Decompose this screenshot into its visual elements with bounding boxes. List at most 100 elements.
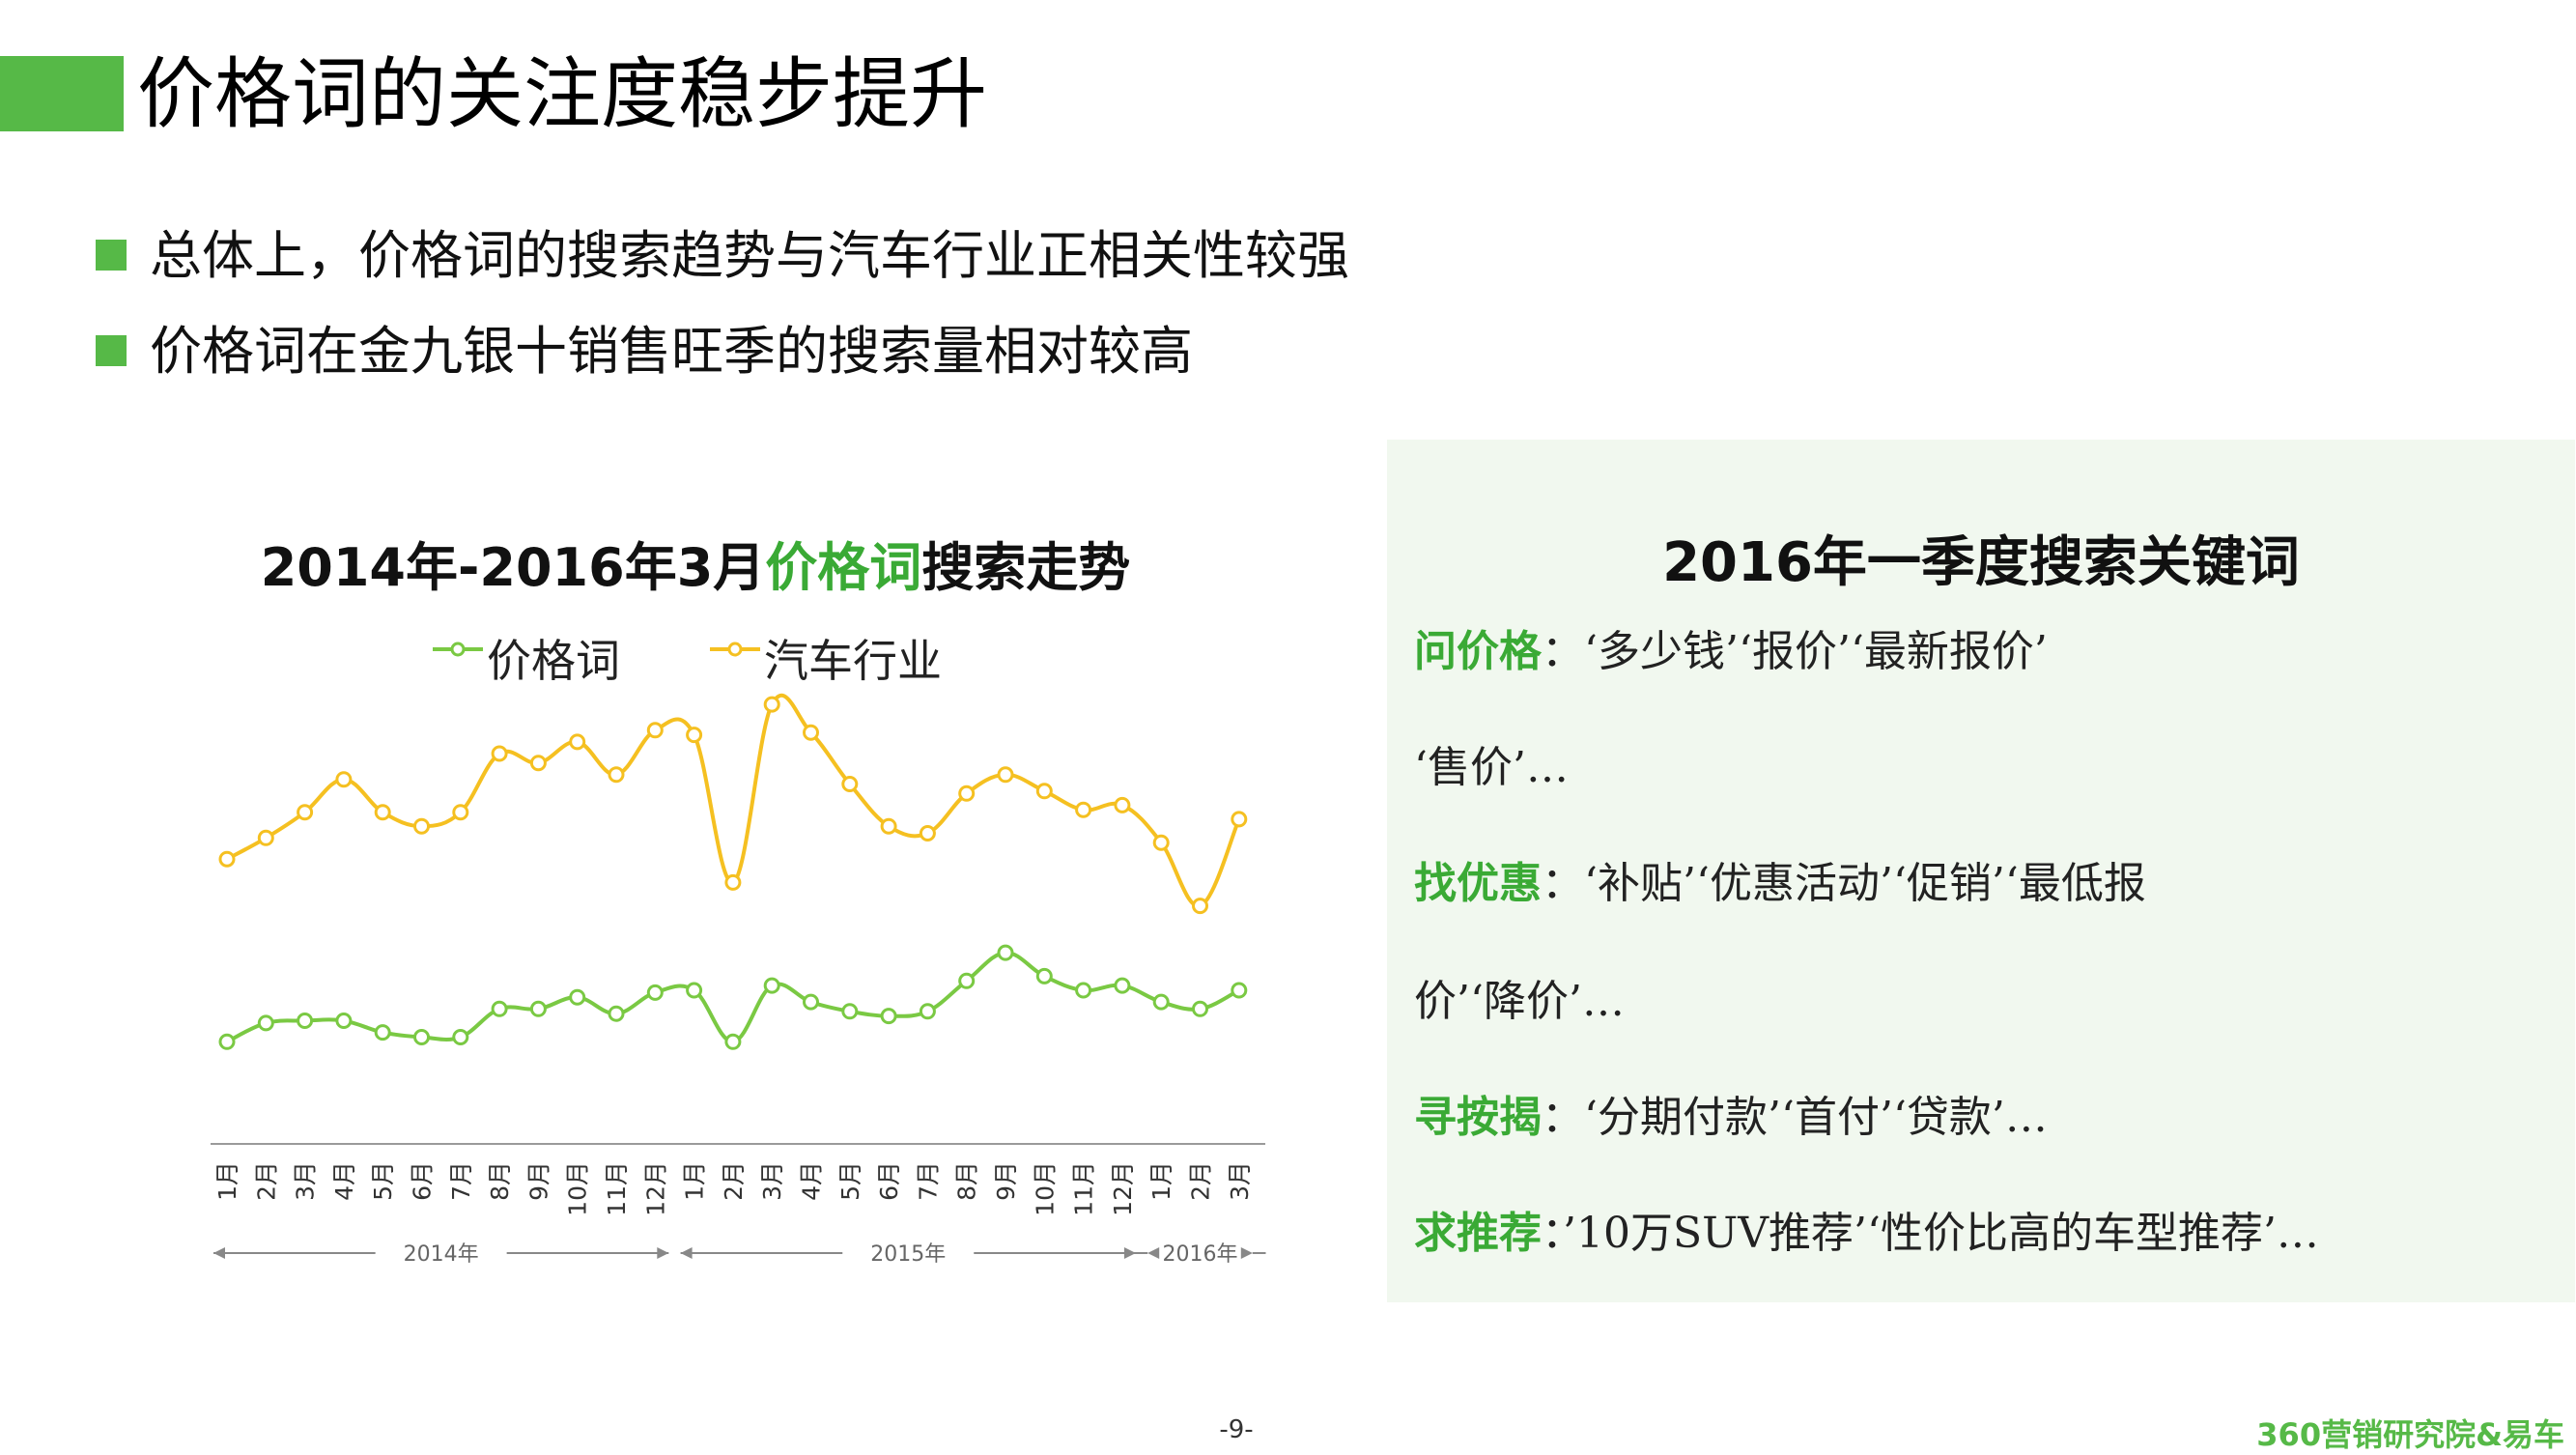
year-arrow-left-2 xyxy=(1147,1247,1160,1259)
data-point-1-16 xyxy=(841,776,859,792)
data-point-1-1 xyxy=(257,829,274,846)
data-point-0-20 xyxy=(997,944,1014,961)
data-point-0-0 xyxy=(218,1033,236,1050)
data-point-1-4 xyxy=(374,804,391,821)
page-number: -9- xyxy=(1219,1415,1254,1444)
x-tick-label-12: 1月 xyxy=(681,1161,709,1201)
x-tick-label-2: 3月 xyxy=(292,1161,320,1201)
keyword-text: ：‘补贴’‘优惠活动’‘促销’‘最低报 xyxy=(1542,859,2146,908)
x-tick-label-4: 5月 xyxy=(369,1161,397,1201)
x-tick-label-1: 2月 xyxy=(252,1161,280,1201)
data-point-0-1 xyxy=(257,1014,274,1032)
data-point-1-20 xyxy=(997,766,1014,784)
x-tick-label-24: 1月 xyxy=(1147,1161,1175,1201)
data-point-1-26 xyxy=(1231,811,1248,828)
keywords-title: 2016年一季度搜索关键词 xyxy=(1662,531,2300,594)
chart-title-highlight: 价格词 xyxy=(765,537,922,598)
data-point-1-10 xyxy=(608,766,625,784)
year-arrow-right-1 xyxy=(1123,1247,1136,1259)
year-label-2: 2016年 xyxy=(1163,1242,1238,1267)
data-point-1-14 xyxy=(763,696,780,713)
data-point-0-17 xyxy=(880,1008,897,1025)
bullet-marker xyxy=(96,240,127,271)
data-point-0-4 xyxy=(374,1024,391,1041)
brand-footer: 360营销研究院&易车 xyxy=(2256,1416,2564,1453)
data-point-1-0 xyxy=(218,850,236,868)
year-arrow-right-2 xyxy=(1240,1247,1253,1259)
data-point-0-9 xyxy=(569,988,586,1006)
data-point-1-12 xyxy=(686,727,703,744)
bullet-marker xyxy=(96,335,127,366)
data-point-0-16 xyxy=(841,1003,859,1020)
data-point-0-12 xyxy=(686,982,703,999)
x-tick-label-25: 2月 xyxy=(1187,1161,1215,1201)
keyword-line-5: 寻按揭：‘分期付款’‘首付’‘贷款’… xyxy=(1414,1089,2048,1147)
keyword-line-1: 问价格：‘多少钱’‘报价’‘最新报价’ xyxy=(1414,623,2048,681)
data-point-1-5 xyxy=(413,817,430,835)
data-point-1-24 xyxy=(1152,834,1170,851)
data-point-0-24 xyxy=(1152,993,1170,1011)
x-tick-label-18: 7月 xyxy=(914,1161,942,1201)
data-point-0-21 xyxy=(1035,967,1053,984)
legend-marker-1 xyxy=(727,642,743,657)
x-tick-label-17: 6月 xyxy=(875,1161,903,1201)
data-point-1-2 xyxy=(297,804,314,821)
data-point-0-18 xyxy=(919,1003,936,1020)
x-tick-label-19: 8月 xyxy=(953,1161,981,1201)
year-label-0: 2014年 xyxy=(404,1242,479,1267)
data-point-0-10 xyxy=(608,1005,625,1022)
keyword-text: ‘售价’… xyxy=(1414,743,1569,792)
x-tick-label-26: 3月 xyxy=(1226,1161,1254,1201)
data-point-0-8 xyxy=(529,1000,547,1017)
data-point-0-7 xyxy=(491,1000,508,1017)
x-tick-label-0: 1月 xyxy=(213,1161,241,1201)
data-point-0-5 xyxy=(413,1029,430,1045)
data-point-0-23 xyxy=(1114,977,1131,994)
data-point-1-9 xyxy=(569,733,586,751)
keyword-label: 寻按揭 xyxy=(1414,1093,1542,1142)
x-tick-label-9: 10月 xyxy=(564,1161,592,1216)
title-accent-bar xyxy=(0,56,124,131)
keyword-line-6: 求推荐：’10万SUV推荐’‘性价比高的车型推荐’… xyxy=(1414,1205,2319,1263)
keyword-text: ：’10万SUV推荐’‘性价比高的车型推荐’… xyxy=(1542,1209,2319,1258)
data-point-1-8 xyxy=(529,755,547,772)
legend-label-0: 价格词 xyxy=(487,635,620,687)
x-tick-label-21: 10月 xyxy=(1031,1161,1059,1216)
year-arrow-left-0 xyxy=(213,1247,225,1259)
x-tick-label-8: 9月 xyxy=(524,1161,552,1201)
data-point-0-22 xyxy=(1075,982,1092,999)
data-point-1-17 xyxy=(880,817,897,835)
data-point-1-21 xyxy=(1035,783,1053,800)
data-point-1-15 xyxy=(803,724,819,741)
data-point-1-23 xyxy=(1114,796,1131,813)
legend-label-1: 汽车行业 xyxy=(764,635,942,687)
chart-title-prefix: 2014年-2016年3月 xyxy=(260,537,766,598)
data-point-0-3 xyxy=(335,1013,353,1029)
x-tick-label-14: 3月 xyxy=(758,1161,786,1201)
data-point-0-26 xyxy=(1231,982,1248,999)
data-point-0-6 xyxy=(452,1029,469,1045)
data-point-0-25 xyxy=(1192,1000,1208,1017)
data-point-1-3 xyxy=(335,771,353,788)
data-point-1-11 xyxy=(646,722,664,739)
year-arrow-right-0 xyxy=(657,1247,669,1259)
keyword-label: 求推荐 xyxy=(1414,1209,1542,1258)
data-point-0-14 xyxy=(763,977,780,994)
chart-title-suffix: 搜索走势 xyxy=(921,537,1131,598)
x-tick-label-16: 5月 xyxy=(836,1161,864,1201)
data-point-0-15 xyxy=(803,993,819,1011)
page-title: 价格词的关注度稳步提升 xyxy=(137,49,987,139)
x-tick-label-3: 4月 xyxy=(330,1161,358,1201)
x-tick-label-15: 4月 xyxy=(798,1161,826,1201)
data-point-1-6 xyxy=(452,804,469,821)
keyword-line-2: ‘售价’… xyxy=(1414,739,1569,797)
keyword-text: ：‘分期付款’‘首付’‘贷款’… xyxy=(1542,1093,2048,1142)
data-point-0-19 xyxy=(958,972,976,989)
x-tick-label-6: 7月 xyxy=(447,1161,475,1201)
data-point-0-13 xyxy=(724,1033,742,1050)
keyword-label: 找优惠 xyxy=(1414,859,1542,908)
x-tick-label-5: 6月 xyxy=(409,1161,437,1201)
x-tick-label-23: 12月 xyxy=(1109,1161,1137,1216)
data-point-1-25 xyxy=(1192,898,1208,915)
